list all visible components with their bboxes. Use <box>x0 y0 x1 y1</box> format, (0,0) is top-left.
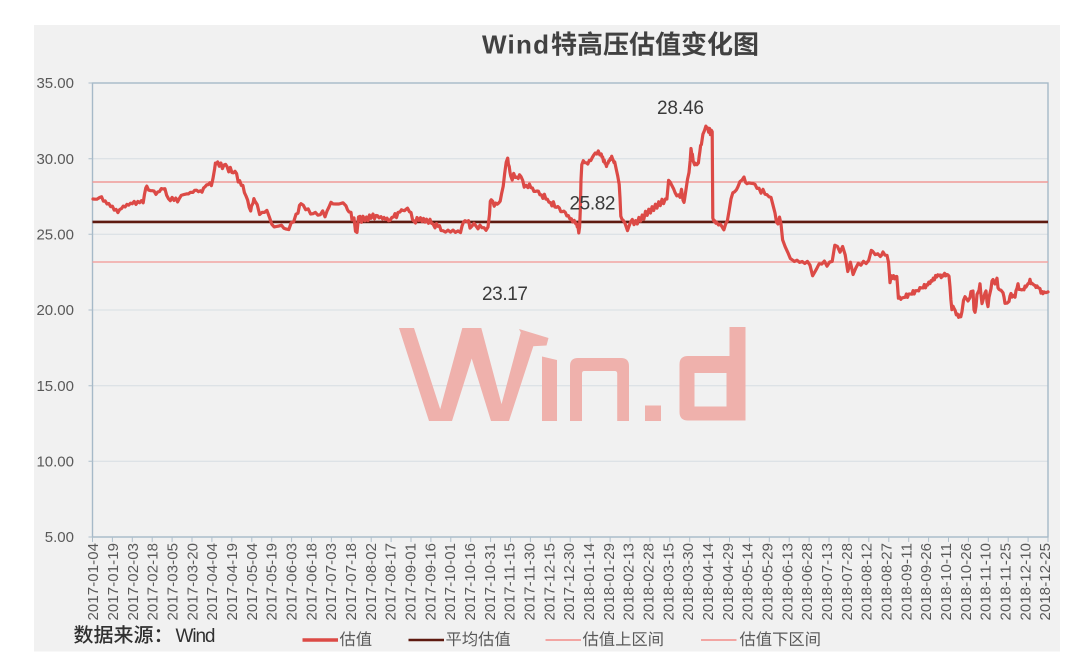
svg-text:2018-06-28: 2018-06-28 <box>799 543 816 621</box>
svg-text:2017-12-15: 2017-12-15 <box>541 543 558 621</box>
svg-text:28.46: 28.46 <box>657 98 704 119</box>
svg-text:2017-10-16: 2017-10-16 <box>462 543 479 621</box>
svg-text:2017-03-05: 2017-03-05 <box>165 543 182 621</box>
svg-text:2018-07-28: 2018-07-28 <box>839 543 856 621</box>
svg-text:2018-08-27: 2018-08-27 <box>879 543 896 621</box>
svg-text:2018-10-26: 2018-10-26 <box>958 543 975 621</box>
svg-text:2017-05-04: 2017-05-04 <box>244 543 261 621</box>
svg-text:2018-11-10: 2018-11-10 <box>978 543 995 621</box>
svg-text:15.00: 15.00 <box>36 378 74 395</box>
svg-text:2018-05-14: 2018-05-14 <box>740 543 757 621</box>
svg-text:2018-05-29: 2018-05-29 <box>760 543 777 621</box>
svg-text:2017-02-03: 2017-02-03 <box>125 543 142 621</box>
svg-text:2017-11-15: 2017-11-15 <box>502 543 519 621</box>
svg-text:2017-04-04: 2017-04-04 <box>204 543 221 621</box>
svg-text:2017-10-01: 2017-10-01 <box>442 543 459 621</box>
svg-text:2017-08-02: 2017-08-02 <box>363 543 380 621</box>
svg-text:2017-11-30: 2017-11-30 <box>522 543 539 621</box>
svg-text:2017-04-19: 2017-04-19 <box>224 543 241 621</box>
svg-text:2017-09-16: 2017-09-16 <box>422 543 439 621</box>
svg-text:2018-02-13: 2018-02-13 <box>621 543 638 621</box>
svg-text:10.00: 10.00 <box>36 454 74 471</box>
svg-text:Wind: Wind <box>482 30 549 60</box>
svg-text:2017-05-19: 2017-05-19 <box>264 543 281 621</box>
svg-text:30.00: 30.00 <box>36 151 74 168</box>
svg-text:2018-04-29: 2018-04-29 <box>720 543 737 621</box>
svg-text:Wind: Wind <box>176 626 216 647</box>
svg-text:2018-10-11: 2018-10-11 <box>938 543 955 621</box>
svg-text:2018-08-12: 2018-08-12 <box>859 543 876 621</box>
svg-text:2018-12-10: 2018-12-10 <box>1017 543 1034 621</box>
svg-text:2017-01-19: 2017-01-19 <box>105 543 122 621</box>
svg-text:2018-01-29: 2018-01-29 <box>601 543 618 621</box>
svg-text:2018-09-11: 2018-09-11 <box>898 543 915 621</box>
svg-text:2017-10-31: 2017-10-31 <box>482 543 499 621</box>
svg-text:2018-01-14: 2018-01-14 <box>581 543 598 621</box>
svg-text:2018-04-14: 2018-04-14 <box>700 543 717 621</box>
svg-text:2017-02-18: 2017-02-18 <box>145 543 162 621</box>
svg-text:23.17: 23.17 <box>482 284 528 305</box>
svg-text:25.00: 25.00 <box>36 227 74 244</box>
svg-text:2017-08-17: 2017-08-17 <box>383 543 400 621</box>
svg-text:35.00: 35.00 <box>36 75 74 92</box>
svg-text:2017-12-30: 2017-12-30 <box>561 543 578 621</box>
svg-text:20.00: 20.00 <box>36 302 74 319</box>
svg-text:2017-01-04: 2017-01-04 <box>85 543 102 621</box>
svg-text:25.82: 25.82 <box>570 194 616 215</box>
svg-text:2017-09-01: 2017-09-01 <box>403 543 420 621</box>
svg-text:2018-11-25: 2018-11-25 <box>998 543 1015 621</box>
svg-text:2018-09-26: 2018-09-26 <box>918 543 935 621</box>
svg-text:2018-12-25: 2018-12-25 <box>1037 543 1054 621</box>
svg-text:2017-07-18: 2017-07-18 <box>343 543 360 621</box>
svg-text:5.00: 5.00 <box>45 529 74 546</box>
svg-text:2018-02-28: 2018-02-28 <box>641 543 658 621</box>
svg-text:2017-07-03: 2017-07-03 <box>323 543 340 621</box>
svg-text:2018-03-15: 2018-03-15 <box>660 543 677 621</box>
svg-text:2018-03-30: 2018-03-30 <box>680 543 697 621</box>
svg-text:2017-06-18: 2017-06-18 <box>303 543 320 621</box>
svg-text:2017-06-03: 2017-06-03 <box>284 543 301 621</box>
svg-text:2018-06-13: 2018-06-13 <box>779 543 796 621</box>
svg-text:2018-07-13: 2018-07-13 <box>819 543 836 621</box>
svg-text:2017-03-20: 2017-03-20 <box>184 543 201 621</box>
